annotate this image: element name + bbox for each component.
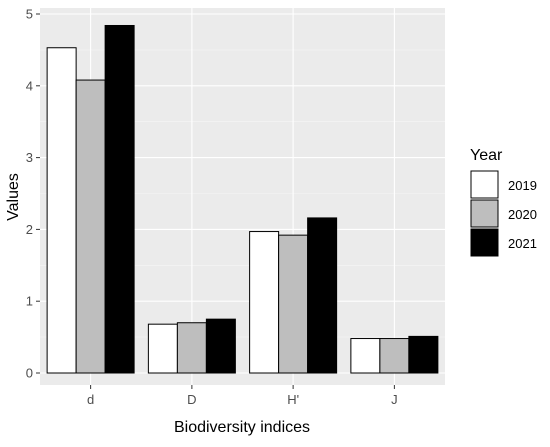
- legend-key-2021: [470, 228, 499, 257]
- bar-2020-d: [75, 79, 106, 374]
- x-axis-title: Biodiversity indices: [174, 419, 310, 436]
- bar-2021-H': [307, 217, 338, 374]
- bar-2019-J: [350, 338, 381, 374]
- y-tick-label: 2: [26, 222, 33, 237]
- y-tick-label: 0: [26, 366, 33, 381]
- legend-title: Year: [470, 147, 503, 164]
- y-tick-label: 5: [26, 7, 33, 22]
- bar-2021-D: [205, 318, 236, 374]
- bar-2019-H': [249, 231, 280, 374]
- x-tick-label: J: [391, 392, 398, 407]
- x-tick-label: D: [187, 392, 196, 407]
- bar-2020-H': [278, 234, 309, 374]
- y-tick-label: 3: [26, 150, 33, 165]
- y-axis-title: Values: [5, 173, 22, 221]
- legend-label-2021: 2021: [508, 236, 537, 251]
- bar-2020-J: [379, 338, 410, 374]
- y-axis: 0 1 2 3 4 5: [26, 7, 40, 381]
- bar-2020-D: [176, 322, 207, 374]
- legend-key-2019: [470, 170, 499, 199]
- bar-2021-d: [104, 24, 135, 374]
- bar-2021-J: [408, 335, 439, 374]
- x-tick-label: H': [287, 392, 299, 407]
- y-tick-label: 4: [26, 78, 33, 93]
- legend-key-2020: [470, 199, 499, 228]
- bars: [46, 24, 439, 374]
- legend-label-2019: 2019: [508, 178, 537, 193]
- y-tick-label: 1: [26, 294, 33, 309]
- x-tick-label: d: [87, 392, 94, 407]
- legend-label-2020: 2020: [508, 207, 537, 222]
- x-axis: d D H' J: [87, 385, 398, 407]
- legend: Year 2019 2020 2021: [470, 147, 537, 257]
- bar-2019-d: [46, 47, 77, 374]
- bar-2019-D: [147, 323, 178, 374]
